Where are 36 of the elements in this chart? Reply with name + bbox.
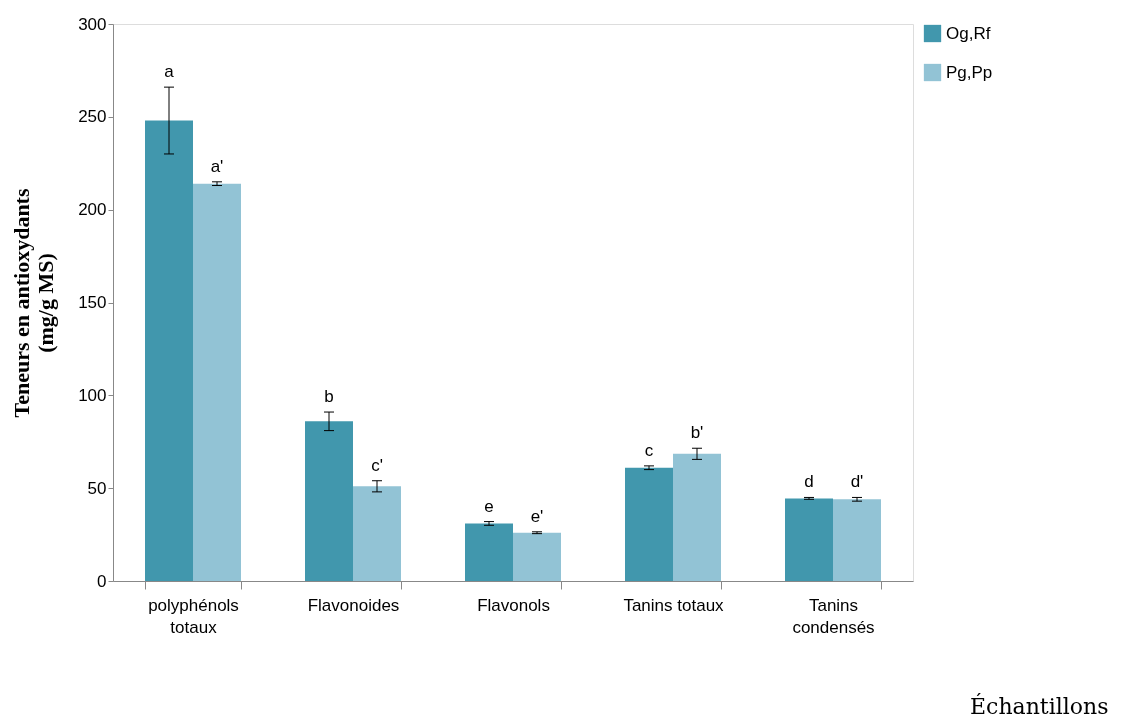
legend-label: Og,Rf — [946, 23, 991, 43]
y-tick-label: 250 — [78, 107, 107, 127]
legend-label: Pg,Pp — [946, 62, 993, 82]
y-tick-label: 50 — [87, 478, 107, 498]
bar — [145, 120, 193, 581]
y-tick-label: 0 — [97, 571, 107, 591]
annotation: e — [484, 496, 494, 516]
annotation: d — [804, 472, 814, 492]
bar — [833, 499, 881, 581]
bar — [305, 421, 353, 581]
annotation: a' — [210, 156, 224, 176]
bar — [353, 486, 401, 581]
bar — [625, 467, 673, 581]
y-tick-label: 200 — [78, 200, 107, 220]
annotation: c — [644, 440, 654, 460]
annotation: b — [324, 387, 334, 407]
x-tick-label: Flavonols — [477, 595, 550, 615]
annotation: b' — [690, 423, 704, 443]
bar — [673, 453, 721, 581]
bar — [513, 532, 561, 581]
y-tick-label: 150 — [78, 293, 107, 312]
y-axis-title: Teneurs en antioxydants (mg/g MS) — [9, 188, 59, 418]
x-tick-label: polyphénols totaux — [148, 595, 239, 637]
x-tick-label: Tanins totaux — [623, 595, 725, 615]
annotation: e' — [530, 506, 544, 526]
bar — [785, 498, 833, 581]
bar — [465, 523, 513, 581]
annotation: d' — [850, 472, 864, 492]
x-tick-label: Flavonoides — [307, 595, 400, 615]
y-tick-label: 300 — [78, 14, 107, 34]
annotation: c' — [371, 455, 383, 475]
y-tick-label: 100 — [78, 385, 107, 405]
x-tick-label: Tanins condensés — [792, 595, 875, 637]
bar — [193, 183, 241, 581]
annotation: a — [164, 62, 175, 82]
x-axis-title: Échantillons — [970, 692, 1109, 719]
